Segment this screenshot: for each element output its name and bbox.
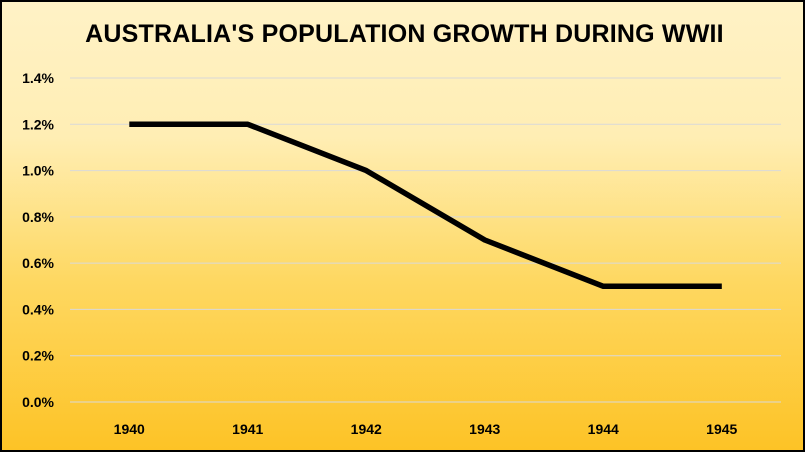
x-axis-tick-labels: 1940 1941 1942 1943 1944 1945 xyxy=(114,421,738,437)
x-tick-label: 1940 xyxy=(114,421,145,437)
y-axis-tick-labels: 0.0% 0.2% 0.4% 0.6% 0.8% 1.0% 1.2% 1.4% xyxy=(22,70,54,410)
x-tick-label: 1945 xyxy=(706,421,737,437)
x-tick-label: 1941 xyxy=(232,421,263,437)
x-tick-label: 1942 xyxy=(351,421,382,437)
y-tick-label: 0.8% xyxy=(22,209,54,225)
x-tick-label: 1943 xyxy=(469,421,500,437)
y-tick-label: 1.2% xyxy=(22,116,54,132)
y-tick-label: 0.0% xyxy=(22,394,54,410)
x-tick-label: 1944 xyxy=(588,421,619,437)
series-layer xyxy=(129,121,722,290)
gridlines xyxy=(70,77,781,403)
y-tick-label: 1.0% xyxy=(22,163,54,179)
y-tick-label: 0.4% xyxy=(22,301,54,317)
y-tick-label: 0.6% xyxy=(22,255,54,271)
series-line xyxy=(129,121,722,290)
y-tick-label: 1.4% xyxy=(22,70,54,86)
y-tick-label: 0.2% xyxy=(22,348,54,364)
chart-title: AUSTRALIA'S POPULATION GROWTH DURING WWI… xyxy=(85,20,724,48)
